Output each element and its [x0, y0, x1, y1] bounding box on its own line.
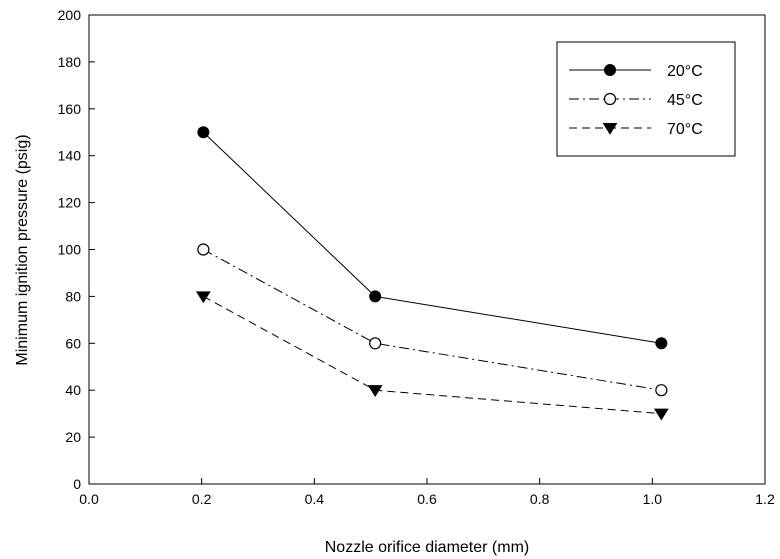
legend-marker-0	[604, 64, 616, 76]
y-tick-label: 80	[65, 288, 81, 304]
data-point-0-2	[655, 337, 668, 350]
data-point-2-2	[653, 408, 669, 421]
x-tick-label: 1.2	[755, 491, 775, 507]
y-tick-label: 20	[65, 429, 81, 445]
legend-label-0: 20°C	[667, 63, 703, 80]
x-tick-label: 0.2	[192, 491, 212, 507]
y-tick-label: 0	[73, 476, 81, 492]
data-point-0-0	[197, 126, 210, 139]
legend-entries: 20°C 45°C 70°C	[569, 63, 703, 138]
series-line-0	[203, 131, 662, 344]
series-layer	[195, 126, 669, 421]
data-point-2-0	[195, 291, 211, 304]
series-line-1	[203, 249, 662, 391]
x-tick-label: 0.0	[79, 491, 99, 507]
legend-marker-2	[602, 122, 618, 135]
data-point-1-1	[369, 337, 382, 350]
x-tick-label: 0.4	[305, 491, 325, 507]
x-axis-ticks: 0.0 0.2 0.4 0.6 0.8 1.0 1.2	[79, 478, 775, 507]
x-tick-label: 0.8	[530, 491, 550, 507]
legend-marker-1	[603, 92, 617, 106]
legend-label-2: 70°C	[667, 121, 703, 138]
y-tick-label: 120	[58, 195, 82, 211]
x-tick-label: 0.6	[417, 491, 437, 507]
y-tick-label: 100	[58, 242, 82, 258]
data-point-1-0	[197, 243, 210, 256]
legend: 20°C 45°C 70°C	[556, 41, 736, 157]
data-point-0-1	[369, 290, 382, 303]
legend-box	[556, 41, 736, 157]
y-tick-label: 200	[58, 7, 82, 23]
y-tick-label: 160	[58, 101, 82, 117]
x-tick-label: 1.0	[643, 491, 663, 507]
x-axis-label: Nozzle orifice diameter (mm)	[325, 539, 529, 556]
y-axis-ticks: 0 20 40 60 80 100 120 140 160 180 200	[58, 7, 95, 492]
series-line-2	[203, 295, 662, 415]
data-point-2-1	[367, 385, 383, 397]
y-axis-label: Minimum ignition pressure (psig)	[14, 134, 31, 365]
y-tick-label: 60	[65, 335, 81, 351]
y-tick-label: 140	[58, 148, 82, 164]
y-tick-label: 180	[58, 54, 82, 70]
legend-label-1: 45°C	[667, 92, 703, 109]
y-tick-label: 40	[65, 382, 81, 398]
data-point-1-2	[655, 384, 668, 397]
